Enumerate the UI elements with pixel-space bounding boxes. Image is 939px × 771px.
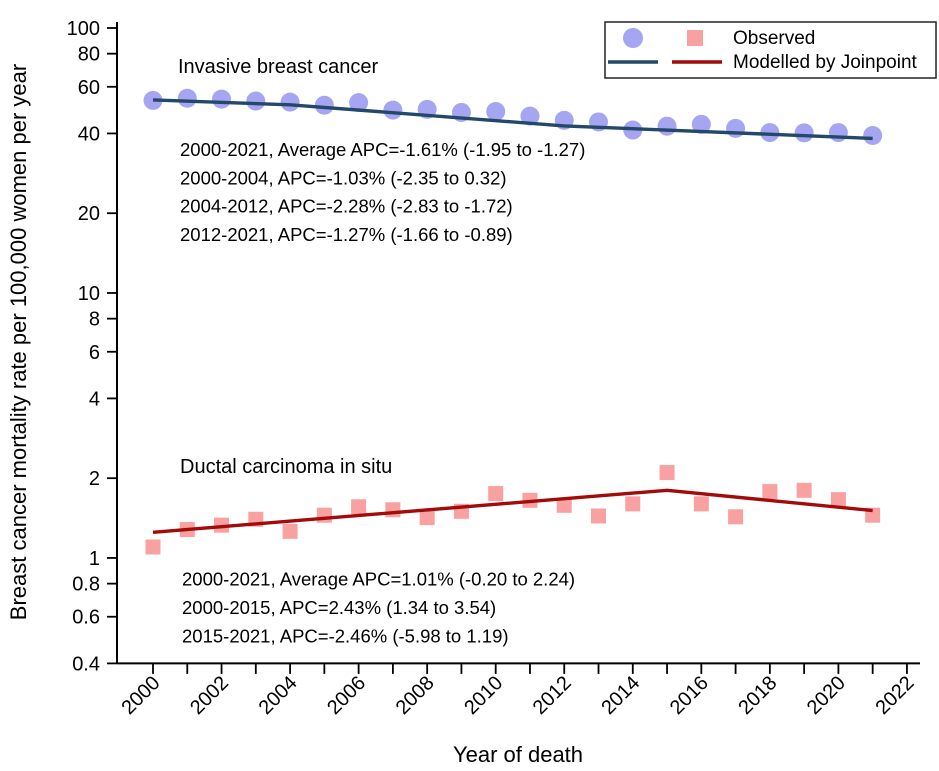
annotations-group: 2000-2021, Average APC=-1.61% (-1.95 to … [180,139,585,646]
y-axis-tick-label: 1 [89,548,100,570]
invasive-observed-point [520,106,540,126]
dcis-observed-point [419,510,435,526]
invasive-observed-point [246,91,266,111]
invasive-observed-point [177,88,197,108]
invasive-observed-point [828,123,848,143]
dcis-model-line [152,488,873,534]
dcis-observed-point [830,492,846,508]
y-axis-tick-label: 0.4 [72,653,100,675]
x-axis-tick-label: 2000 [118,672,165,719]
y-axis-tick-label: 8 [89,309,100,331]
legend-observed-square-marker-icon [687,30,703,46]
y-axis-tick-label: 0.8 [72,574,100,596]
dcis-observed-point [762,484,778,500]
invasive-apc-annotation: 2000-2004, APC=-1.03% (-2.35 to 0.32) [180,167,507,188]
legend-box [604,21,937,79]
invasive-observed-point [383,100,403,120]
invasive-observed-point [486,102,506,122]
y-axis-tick-label: 60 [78,77,100,99]
y-axis-tick-label: 10 [78,283,100,305]
x-axis-tick-label: 2018 [734,672,781,719]
invasive-observed-point [794,123,814,143]
x-axis-tick-label: 2012 [529,672,576,719]
dcis-observed-point [351,499,367,515]
y-axis-tick-label: 6 [89,342,100,364]
invasive-observed-point [657,116,677,136]
dcis-observed-point [385,502,401,518]
invasive-observed-point [349,93,369,113]
invasive-apc-annotation: 2000-2021, Average APC=-1.61% (-1.95 to … [180,139,585,160]
dcis-observed-point [145,539,161,555]
x-axis-tick-label: 2020 [803,672,850,719]
y-axis-tick-label: 40 [78,123,100,145]
x-axis-title: Year of death [453,742,583,767]
y-axis-tick-label: 80 [78,44,100,66]
invasive-model-line [152,98,873,141]
x-axis-tick-label: 2004 [255,672,302,719]
y-axis-tick-label: 20 [78,203,100,225]
dcis-observed-point [796,482,812,498]
dcis-observed-point [728,509,744,525]
invasive-observed-point [280,92,300,112]
invasive-observed-point [726,118,746,138]
dcis-observed-point [625,496,641,512]
y-axis-tick-label: 100 [67,18,100,40]
dcis-observed-point [282,523,298,539]
dcis-observed-point [556,497,572,513]
dcis-apc-annotation: 2000-2015, APC=2.43% (1.34 to 3.54) [182,597,496,618]
dcis-observed-point [488,486,504,502]
y-axis-tick-label: 0.6 [72,607,100,629]
y-axis-tick-label: 2 [89,468,100,490]
legend: Observed Modelled by Joinpoint [604,21,937,79]
dcis-observed-point [659,465,675,481]
x-axis-tick-label: 2006 [323,672,370,719]
dcis-observed-point [316,507,332,523]
invasive-series-label: Invasive breast cancer [178,56,378,78]
legend-observed-circle-marker-icon [623,28,643,48]
dcis-apc-annotation: 2000-2021, Average APC=1.01% (-0.20 to 2… [182,569,575,590]
invasive-observed-point [212,89,232,109]
invasive-observed-point [863,125,883,145]
x-axis-tick-label: 2016 [666,672,713,719]
x-axis-tick-label: 2014 [597,672,644,719]
invasive-observed-point [314,95,334,115]
x-axis-tick-label: 2022 [871,672,918,719]
y-axis-tick-label: 4 [89,388,100,410]
series-group [143,88,883,555]
dcis-observed-point [591,508,607,524]
x-axis-tick-label: 2002 [186,672,233,719]
dcis-observed-point [693,496,709,512]
invasive-observed-point [691,114,711,134]
legend-observed-label: Observed [733,28,815,49]
legend-modelled-label: Modelled by Joinpoint [733,52,918,73]
y-axis-title: Breast cancer mortality rate per 100,000… [6,64,31,620]
invasive-apc-annotation: 2012-2021, APC=-1.27% (-1.66 to -0.89) [180,224,513,245]
dcis-apc-annotation: 2015-2021, APC=-2.46% (-5.98 to 1.19) [182,625,509,646]
x-axis-tick-label: 2008 [392,672,439,719]
dcis-series-label: Ductal carcinoma in situ [180,456,392,478]
x-axis-tick-label: 2010 [460,672,507,719]
invasive-apc-annotation: 2004-2012, APC=-2.28% (-2.83 to -1.72) [180,196,513,217]
